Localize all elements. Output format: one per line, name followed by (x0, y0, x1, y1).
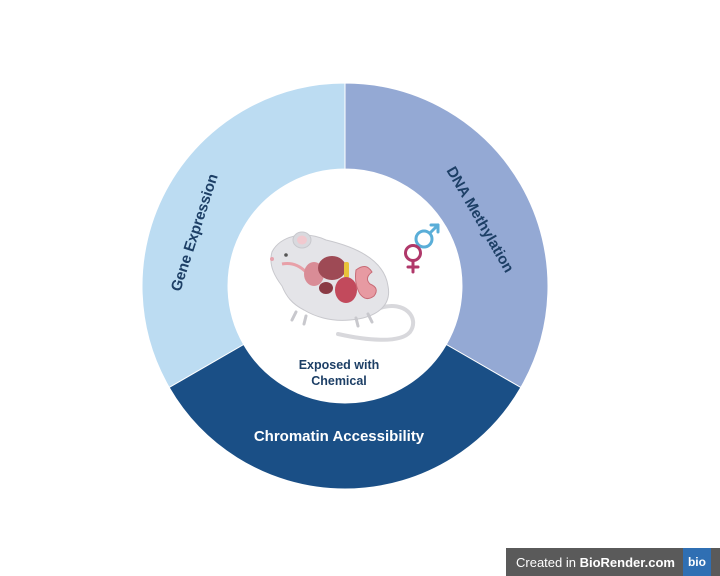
center-caption-line2: Chemical (311, 374, 367, 388)
biorender-logo-icon: bio (682, 548, 711, 576)
watermark-brand: BioRender.com (579, 554, 675, 570)
biorender-watermark[interactable]: Created in BioRender.com bio (506, 548, 720, 576)
female-symbol-icon (404, 244, 422, 274)
male-symbol-icon (414, 223, 440, 249)
center-caption-line1: Exposed with (299, 358, 380, 372)
mouse-illustration (270, 231, 416, 342)
watermark-text: Created in BioRender.com (506, 555, 675, 570)
label-chromatin-accessibility: Chromatin Accessibility (254, 428, 425, 445)
watermark-prefix: Created in (516, 554, 580, 570)
